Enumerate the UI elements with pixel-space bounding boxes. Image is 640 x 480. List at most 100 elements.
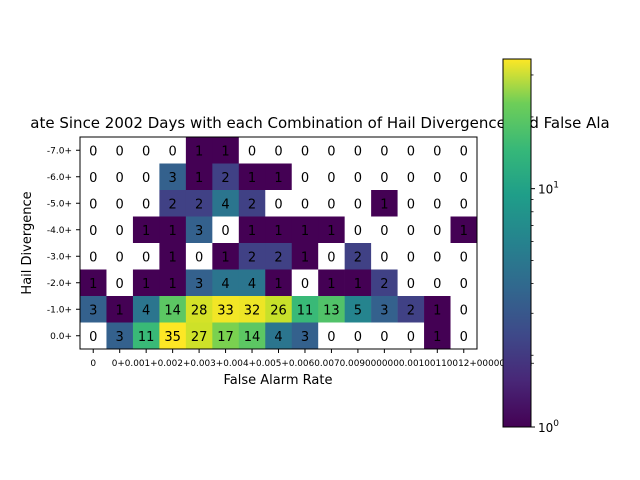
- heatmap-cell: [80, 163, 107, 191]
- heatmap-cell: [80, 322, 107, 350]
- y-tick-label: -1.0+: [47, 305, 72, 315]
- heatmap-cell: [132, 269, 160, 297]
- heatmap-cell: [318, 243, 345, 270]
- cell-value-label: 0: [380, 171, 388, 186]
- heatmap-cells: [80, 137, 478, 350]
- cell-value-label: 1: [142, 277, 150, 292]
- cell-value-label: 0: [433, 171, 441, 186]
- cell-value-label: 3: [116, 330, 124, 345]
- cell-value-label: 0: [460, 250, 468, 265]
- heatmap-cell: [344, 269, 372, 297]
- cell-value-label: 3: [195, 277, 203, 292]
- heatmap-cell: [185, 137, 213, 164]
- cell-value-label: 0: [460, 303, 468, 318]
- cell-value-label: 0: [327, 197, 335, 212]
- cell-value-label: 32: [244, 303, 261, 318]
- heatmap-cell: [159, 163, 187, 191]
- cell-value-label: 0: [142, 250, 150, 265]
- cell-value-label: 0: [195, 250, 203, 265]
- heatmap-cell: [424, 190, 451, 217]
- heatmap-cell: [371, 269, 398, 297]
- cell-value-label: 0: [433, 250, 441, 265]
- cell-value-label: 28: [191, 303, 208, 318]
- x-axis-ticks: 0 0+0.001+0.002+0.003+0.004+0.005+0.0060.…: [90, 349, 535, 369]
- heatmap-cell: [397, 216, 425, 244]
- heatmap-cell: [265, 296, 293, 323]
- cell-value-label: 0: [460, 277, 468, 292]
- cell-value-label: 0: [327, 171, 335, 186]
- heatmap-cell: [371, 190, 398, 217]
- heatmap-cell: [318, 296, 345, 323]
- heatmap-cell: [397, 163, 425, 191]
- y-tick-label: -2.0+: [47, 279, 72, 289]
- cell-value-label: 0: [327, 144, 335, 159]
- heatmap-cell: [397, 190, 425, 217]
- heatmap-cell: [212, 322, 240, 350]
- heatmap-cell: [265, 243, 293, 270]
- heatmap-cell: [132, 243, 160, 270]
- heatmap-cell: [344, 137, 372, 164]
- heatmap-cell: [424, 137, 451, 164]
- heatmap-cell: [344, 216, 372, 244]
- cell-value-label: 0: [116, 171, 124, 186]
- heatmap-cell: [450, 296, 478, 323]
- cell-value-label: 1: [301, 250, 309, 265]
- heatmap-cell: [265, 269, 293, 297]
- cell-value-label: 0: [433, 277, 441, 292]
- cell-value-label: 11: [297, 303, 314, 318]
- cell-value-label: 3: [301, 330, 309, 345]
- heatmap-cell: [344, 190, 372, 217]
- heatmap-cell: [106, 269, 134, 297]
- cell-value-label: 1: [274, 277, 282, 292]
- cell-value-label: 4: [248, 277, 256, 292]
- cell-value-label: 2: [195, 197, 203, 212]
- heatmap-cell: [185, 216, 213, 244]
- cell-value-label: 0: [407, 330, 415, 345]
- cell-value-label: 0: [116, 144, 124, 159]
- cell-value-label: 0: [301, 144, 309, 159]
- heatmap-cell: [291, 269, 319, 297]
- cell-value-label: 0: [142, 197, 150, 212]
- heatmap-cell: [132, 163, 160, 191]
- cell-value-label: 0: [380, 250, 388, 265]
- cell-value-label: 2: [407, 303, 415, 318]
- cell-value-label: 2: [248, 250, 256, 265]
- heatmap-cell: [371, 243, 398, 270]
- heatmap-cell: [371, 137, 398, 164]
- cell-value-label: 0: [354, 171, 362, 186]
- heatmap-cell: [106, 137, 134, 164]
- heatmap-cell: [212, 163, 240, 191]
- cell-value-label: 0: [89, 250, 97, 265]
- cell-value-label: 1: [301, 224, 309, 239]
- heatmap-cell: [450, 322, 478, 350]
- heatmap-cell: [132, 190, 160, 217]
- y-tick-label: -4.0+: [47, 226, 72, 236]
- heatmap-cell: [344, 163, 372, 191]
- heatmap-cell: [212, 296, 240, 323]
- heatmap-cell: [106, 216, 134, 244]
- heatmap-cell: [424, 269, 451, 297]
- heatmap-cell: [80, 137, 107, 164]
- cell-value-label: 3: [195, 224, 203, 239]
- cell-value-label: 1: [433, 303, 441, 318]
- heatmap-cell: [106, 243, 134, 270]
- cell-value-label: 13: [323, 303, 340, 318]
- heatmap-cell: [132, 216, 160, 244]
- cell-value-label: 1: [142, 224, 150, 239]
- heatmap-cell: [344, 322, 372, 350]
- cell-value-label: 0: [301, 197, 309, 212]
- heatmap-cell: [397, 296, 425, 323]
- cell-value-label: 1: [221, 144, 229, 159]
- heatmap-cell: [238, 296, 266, 323]
- cell-value-label: 4: [274, 330, 282, 345]
- heatmap-cell: [238, 137, 266, 164]
- cell-value-label: 11: [138, 330, 155, 345]
- heatmap-cell: [424, 163, 451, 191]
- heatmap-cell: [80, 190, 107, 217]
- heatmap-cell: [397, 322, 425, 350]
- heatmap-cell: [159, 243, 187, 270]
- heatmap-cell: [106, 190, 134, 217]
- heatmap-cell: [318, 216, 345, 244]
- heatmap-cell-labels: 0 0 0 0 1 1 0 0 0 0 0 0 0 0 00 0 0 3 1 2 1 1 0 0 0 0 0 0 00 0 0 2 2 4 2 0 0 0…: [89, 144, 468, 345]
